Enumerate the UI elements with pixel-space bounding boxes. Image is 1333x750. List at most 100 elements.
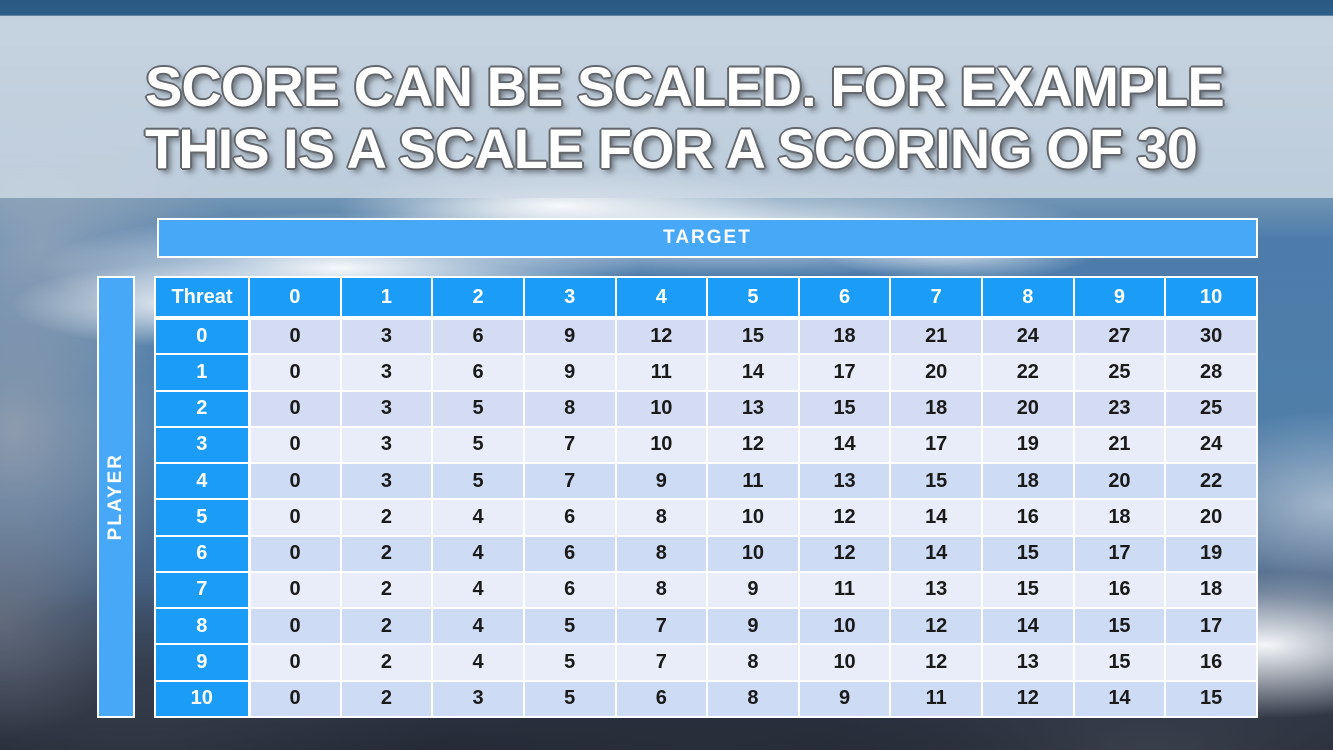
score-matrix-table: Threat 0 1 2 3 4 5 6 7 8 9 10 0 0 3 6 9 12 15 18 21 24 27 30 1 0 3…	[154, 276, 1258, 719]
matrix-score-cell: 4	[431, 607, 525, 646]
matrix-score-cell: 9	[522, 353, 617, 392]
matrix-score-cell: 4	[431, 643, 525, 682]
matrix-score-cell: 3	[431, 679, 525, 719]
matrix-col-header: 3	[522, 276, 617, 320]
matrix-score-cell: 24	[1164, 425, 1258, 465]
matrix-score-cell: 0	[248, 607, 342, 646]
player-axis-label: PLAYER	[105, 453, 126, 541]
target-axis-bar: TARGET	[157, 218, 1258, 258]
matrix-score-cell: 7	[522, 462, 617, 501]
matrix-score-cell: 17	[1072, 534, 1167, 573]
matrix-score-cell: 14	[797, 425, 892, 465]
matrix-score-cell: 9	[706, 570, 800, 610]
matrix-row: 6 0 2 4 6 8 10 12 14 15 17 19	[154, 534, 1258, 573]
slide-title-line-2: THIS IS A SCALE FOR A SCORING OF 30	[145, 117, 1198, 180]
matrix-score-cell: 20	[981, 389, 1075, 428]
matrix-score-cell: 19	[981, 425, 1075, 465]
matrix-score-cell: 27	[1072, 316, 1167, 356]
matrix-score-cell: 24	[981, 316, 1075, 356]
matrix-score-cell: 21	[889, 316, 983, 356]
player-axis-bar: PLAYER	[97, 276, 135, 718]
matrix-score-cell: 2	[339, 643, 434, 682]
matrix-score-cell: 15	[889, 462, 983, 501]
matrix-score-cell: 5	[522, 679, 617, 719]
matrix-score-cell: 13	[889, 570, 983, 610]
matrix-score-cell: 3	[339, 389, 434, 428]
matrix-corner-label: Threat	[154, 276, 250, 320]
matrix-score-cell: 0	[248, 316, 342, 356]
matrix-row: 9 0 2 4 5 7 8 10 12 13 15 16	[154, 643, 1258, 682]
matrix-score-cell: 15	[1164, 679, 1258, 719]
matrix-score-cell: 0	[248, 498, 342, 537]
matrix-score-cell: 3	[339, 353, 434, 392]
matrix-score-cell: 25	[1072, 353, 1167, 392]
matrix-row: 2 0 3 5 8 10 13 15 18 20 23 25	[154, 389, 1258, 428]
matrix-score-cell: 12	[981, 679, 1075, 719]
matrix-score-cell: 7	[614, 607, 709, 646]
matrix-score-cell: 9	[522, 316, 617, 356]
matrix-score-cell: 6	[522, 498, 617, 537]
matrix-score-cell: 16	[1072, 570, 1167, 610]
matrix-score-cell: 15	[981, 534, 1075, 573]
matrix-row-header: 1	[154, 353, 251, 392]
matrix-score-cell: 18	[1164, 570, 1258, 610]
matrix-row-header: 10	[154, 679, 251, 719]
matrix-score-cell: 17	[889, 425, 983, 465]
matrix-row-header: 0	[154, 316, 251, 356]
matrix-score-cell: 2	[339, 679, 434, 719]
matrix-row-header: 9	[154, 643, 251, 682]
matrix-score-cell: 3	[339, 316, 434, 356]
matrix-score-cell: 4	[431, 498, 525, 537]
matrix-score-cell: 3	[339, 462, 434, 501]
matrix-score-cell: 14	[1072, 679, 1167, 719]
title-band: SCORE CAN BE SCALED. FOR EXAMPLE THIS IS…	[0, 16, 1333, 198]
matrix-score-cell: 16	[1164, 643, 1258, 682]
matrix-score-cell: 10	[706, 534, 800, 573]
matrix-score-cell: 20	[889, 353, 983, 392]
matrix-score-cell: 8	[614, 534, 709, 573]
matrix-score-cell: 5	[522, 607, 617, 646]
matrix-score-cell: 18	[797, 316, 892, 356]
matrix-score-cell: 13	[797, 462, 892, 501]
matrix-score-cell: 8	[522, 389, 617, 428]
matrix-score-cell: 11	[797, 570, 892, 610]
matrix-col-header: 4	[614, 276, 709, 320]
matrix-row-header: 4	[154, 462, 251, 501]
matrix-row: 5 0 2 4 6 8 10 12 14 16 18 20	[154, 498, 1258, 537]
matrix-score-cell: 10	[797, 607, 892, 646]
slide-title-line-1: SCORE CAN BE SCALED. FOR EXAMPLE	[145, 55, 1225, 118]
matrix-col-header: 1	[339, 276, 434, 320]
matrix-score-cell: 6	[522, 534, 617, 573]
matrix-score-cell: 9	[706, 607, 800, 646]
matrix-score-cell: 0	[248, 534, 342, 573]
target-axis-label: TARGET	[663, 227, 752, 248]
matrix-col-header: 8	[981, 276, 1075, 320]
matrix-score-cell: 3	[339, 425, 434, 465]
matrix-score-cell: 2	[339, 607, 434, 646]
matrix-score-cell: 15	[797, 389, 892, 428]
matrix-row-header: 7	[154, 570, 251, 610]
matrix-score-cell: 20	[1164, 498, 1258, 537]
matrix-score-cell: 21	[1072, 425, 1167, 465]
matrix-score-cell: 11	[614, 353, 709, 392]
matrix-score-cell: 0	[248, 353, 342, 392]
matrix-score-cell: 14	[706, 353, 800, 392]
matrix-col-header: 9	[1072, 276, 1167, 320]
matrix-score-cell: 6	[431, 353, 525, 392]
matrix-score-cell: 12	[614, 316, 709, 356]
matrix-score-cell: 0	[248, 425, 342, 465]
matrix-score-cell: 14	[981, 607, 1075, 646]
matrix-score-cell: 13	[981, 643, 1075, 682]
matrix-row-header: 6	[154, 534, 251, 573]
matrix-score-cell: 0	[248, 570, 342, 610]
matrix-score-cell: 12	[889, 607, 983, 646]
matrix-score-cell: 0	[248, 643, 342, 682]
matrix-score-cell: 9	[614, 462, 709, 501]
matrix-score-cell: 0	[248, 389, 342, 428]
matrix-score-cell: 4	[431, 570, 525, 610]
matrix-row-header: 3	[154, 425, 251, 465]
matrix-score-cell: 23	[1072, 389, 1167, 428]
matrix-score-cell: 22	[1164, 462, 1258, 501]
matrix-score-cell: 18	[1072, 498, 1167, 537]
